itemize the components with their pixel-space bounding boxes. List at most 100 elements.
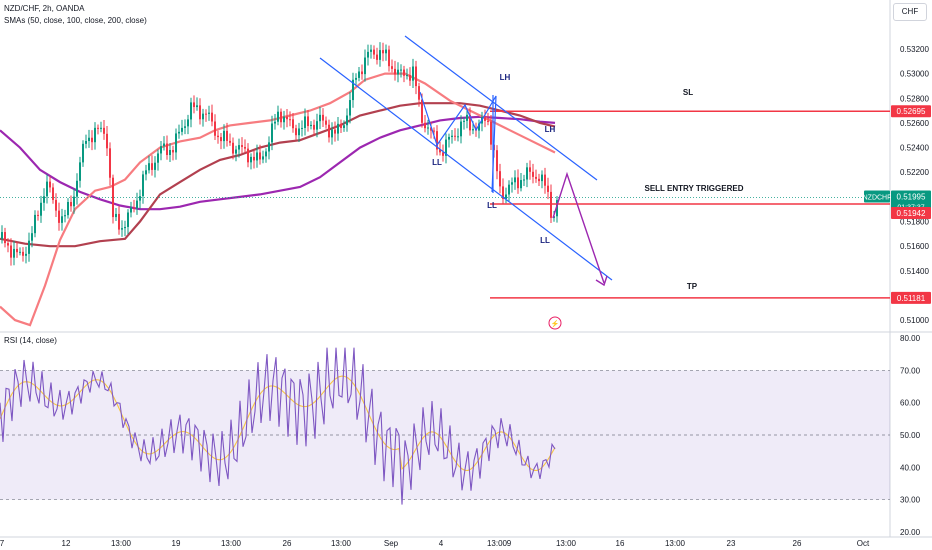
- candle-body: [445, 139, 447, 156]
- candle-body: [391, 66, 393, 69]
- rsi-pane: [0, 347, 890, 505]
- candle-body: [307, 116, 309, 127]
- candle-body: [385, 49, 387, 54]
- candle-body: [523, 179, 525, 181]
- price-tick-label: 0.51600: [900, 242, 929, 251]
- candle-body: [349, 100, 351, 116]
- candle-body: [508, 184, 510, 195]
- symbol-title: NZD/CHF, 2h, OANDA: [4, 4, 85, 13]
- candle-body: [295, 128, 297, 136]
- candle-body: [457, 136, 459, 138]
- rsi-tick-label: 30.00: [900, 496, 921, 505]
- candle-body: [496, 150, 498, 172]
- candle-body: [1, 232, 3, 239]
- candle-body: [34, 214, 36, 234]
- candle-body: [70, 202, 72, 207]
- price-tick-label: 0.53200: [900, 45, 929, 54]
- sma-50-line: [0, 72, 556, 327]
- candle-body: [118, 213, 120, 230]
- candle-body: [370, 49, 372, 52]
- candle-body: [310, 124, 312, 127]
- candle-body: [325, 120, 327, 125]
- candle-body: [178, 131, 180, 134]
- candle-body: [265, 151, 267, 157]
- entry-label: SELL ENTRY TRIGGERED: [645, 184, 744, 193]
- candle-body: [448, 136, 450, 140]
- low-price-tag-text: 0.51942: [897, 209, 926, 218]
- candle-body: [91, 137, 93, 143]
- candle-body: [430, 127, 432, 131]
- candle-body: [37, 214, 39, 216]
- candle-body: [133, 207, 135, 209]
- candle-body: [217, 135, 219, 138]
- projection-arrowhead: [595, 275, 608, 287]
- candle-body: [274, 121, 276, 124]
- candle-body: [196, 105, 198, 108]
- candle-body: [142, 174, 144, 197]
- projection-path: [552, 171, 605, 284]
- axes: 0.53200 0.53000 0.52800 0.52600 0.52400 0.522…: [0, 45, 931, 548]
- candle-body: [85, 141, 87, 144]
- candle-body: [79, 162, 81, 181]
- time-tick-label: 9: [507, 539, 512, 548]
- candle-body: [382, 50, 384, 54]
- symbol-tag: [864, 190, 890, 203]
- candle-body: [262, 156, 264, 160]
- channel-line-upper: [404, 35, 598, 181]
- candle-body: [358, 71, 360, 78]
- candle-body: [73, 196, 75, 207]
- candle-body: [205, 113, 207, 115]
- candle-body: [127, 212, 129, 227]
- candle-body: [301, 127, 303, 129]
- candle-body: [187, 119, 189, 127]
- candle-body: [181, 127, 183, 132]
- candle-body: [436, 131, 438, 150]
- candle-body: [394, 68, 396, 75]
- candle-body: [331, 129, 333, 138]
- channel-line-lower: [319, 57, 613, 281]
- rsi-tick-label: 40.00: [900, 463, 921, 472]
- candle-body: [514, 177, 516, 183]
- price-tick-label: 0.52200: [900, 168, 929, 177]
- candle-body: [466, 114, 468, 121]
- candle-body: [46, 181, 48, 197]
- price-tick-label: 0.51000: [900, 316, 929, 325]
- currency-button[interactable]: CHF: [893, 3, 927, 21]
- candle-body: [103, 127, 105, 134]
- lh-label: LH: [500, 73, 511, 82]
- candle-body: [139, 196, 141, 201]
- candle-body: [94, 127, 96, 143]
- candle-body: [157, 153, 159, 163]
- candle-body: [283, 116, 285, 123]
- candle-body: [43, 196, 45, 203]
- time-tick-label: 23: [727, 539, 736, 548]
- candle-body: [214, 121, 216, 136]
- candle-body: [7, 243, 9, 246]
- candle-body: [160, 146, 162, 154]
- candle-body: [241, 145, 243, 147]
- candle-body: [130, 207, 132, 213]
- candle-body: [364, 57, 366, 75]
- candle-body: [277, 111, 279, 122]
- candle-body: [115, 213, 117, 218]
- swing-zigzag: [419, 91, 497, 193]
- candle-body: [244, 146, 246, 149]
- candle-body: [145, 170, 147, 175]
- sl-price-tag-text: 0.52695: [897, 107, 926, 116]
- candle-body: [535, 176, 537, 179]
- candle-body: [238, 145, 240, 150]
- candle-body: [112, 177, 114, 218]
- candle-body: [10, 245, 12, 258]
- candle-body: [55, 199, 57, 211]
- candle-body: [220, 137, 222, 142]
- candle-body: [316, 121, 318, 130]
- sl-price-tag: [891, 105, 931, 118]
- candle-body: [343, 125, 345, 128]
- time-tick-label: 19: [172, 539, 181, 548]
- candle-body: [397, 69, 399, 75]
- candle-body: [49, 181, 51, 188]
- candle-body: [247, 148, 249, 163]
- candle-body: [88, 137, 90, 142]
- drawings: SL SELL ENTRY TRIGGERED TP LH LH LL LL LL ⚡: [0, 35, 890, 330]
